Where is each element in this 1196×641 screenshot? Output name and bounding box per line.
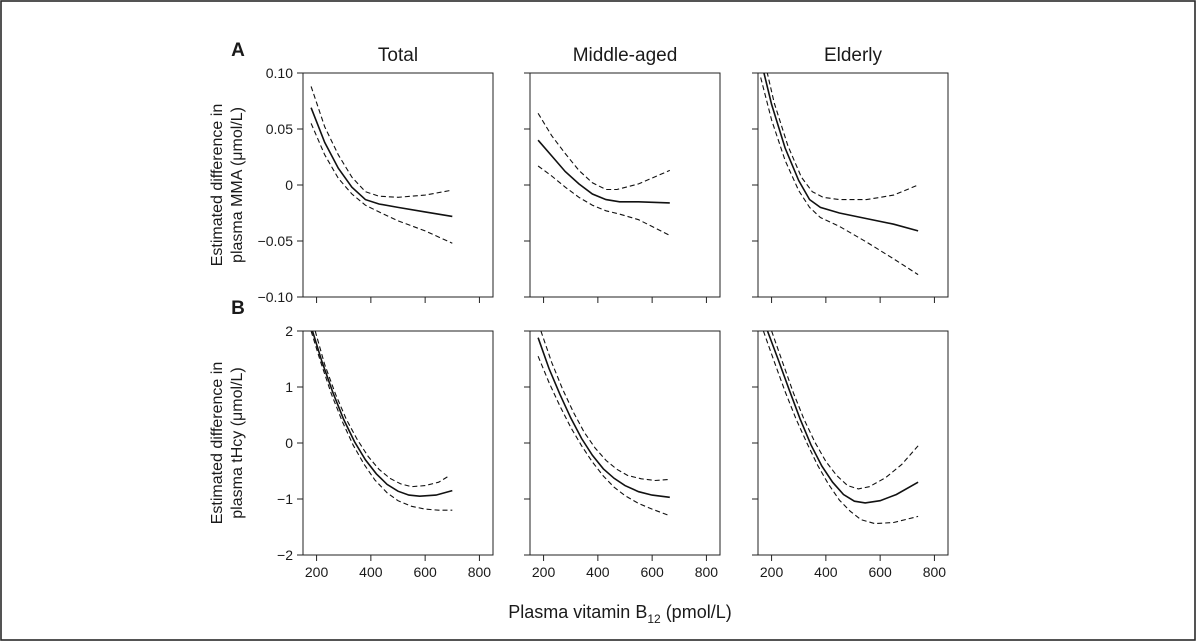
- x-axis-title-unit: (pmol/L): [661, 602, 732, 622]
- panel-curves: [537, 113, 671, 236]
- y-tick-label: 1: [285, 379, 293, 395]
- y-tick-label: −2: [277, 547, 293, 563]
- confidence-bound-curve: [766, 73, 919, 201]
- estimate-curve: [311, 331, 453, 498]
- panel-4: 200 400 600 800 −2 −1 0 1 2 B Estimated difference…: [209, 298, 494, 580]
- panel-frame: [529, 72, 721, 298]
- confidence-bound-curve: [537, 355, 670, 517]
- panel-title: Total: [378, 45, 418, 66]
- panel-curves: [310, 331, 453, 511]
- panel-5: 200 400 600 800: [524, 330, 721, 580]
- confidence-bound-curve: [771, 331, 919, 490]
- y-axis-title-line-1: Estimated difference in: [209, 362, 226, 524]
- y-axis-title-line-2: plasma MMA (μmol/L): [229, 107, 246, 263]
- x-tick-label: 600: [413, 564, 437, 580]
- estimate-curve: [310, 107, 453, 218]
- confidence-bound-curve: [310, 86, 450, 198]
- estimate-curve: [537, 139, 670, 204]
- y-tick-label: 0.10: [266, 65, 293, 81]
- x-tick-label: 800: [695, 564, 719, 580]
- confidence-bound-curve: [540, 331, 670, 482]
- x-tick-label: 800: [468, 564, 492, 580]
- x-tick-label: 600: [640, 564, 664, 580]
- panel-2: Middle-aged: [524, 45, 721, 303]
- panel-frame: [757, 72, 949, 298]
- estimate-curve: [763, 73, 919, 232]
- panel-grid: −0.10 −0.05 0 0.05 0.10 Total A Estimated diffe…: [209, 40, 949, 580]
- y-tick-label: 0: [285, 435, 293, 451]
- x-axis-title: Plasma vitamin B12 (pmol/L): [508, 602, 731, 626]
- x-tick-label: 200: [532, 564, 556, 580]
- confidence-bound-curve: [310, 331, 453, 511]
- x-tick-label: 400: [586, 564, 610, 580]
- y-tick-label: −1: [277, 491, 293, 507]
- panel-letter: A: [231, 40, 245, 61]
- estimate-curve: [766, 331, 919, 504]
- panel-frame: [757, 330, 949, 556]
- panel-title: Middle-aged: [573, 45, 678, 66]
- panel-frame: [302, 72, 494, 298]
- panel-curves: [537, 331, 670, 517]
- panel-frame: [529, 330, 721, 556]
- confidence-bound-curve: [537, 113, 671, 191]
- panel-6: 200 400 600 800: [752, 330, 949, 580]
- x-tick-label: 400: [359, 564, 383, 580]
- x-tick-label: 400: [814, 564, 838, 580]
- x-axis-title-subscript: 12: [647, 612, 661, 626]
- confidence-bound-curve: [760, 77, 919, 276]
- x-tick-label: 200: [760, 564, 784, 580]
- y-tick-label: −0.05: [258, 233, 294, 249]
- panel-title: Elderly: [824, 45, 883, 66]
- panel-letter: B: [231, 298, 245, 319]
- y-tick-label: −0.10: [258, 289, 294, 305]
- confidence-bound-curve: [310, 123, 453, 244]
- y-axis-title-line-2: plasma tHcy (μmol/L): [229, 367, 246, 518]
- estimate-curve: [537, 337, 670, 499]
- panel-1: −0.10 −0.05 0 0.05 0.10 Total A Estimated diffe…: [209, 40, 494, 305]
- panel-frame: [302, 330, 494, 556]
- panel-3: Elderly: [752, 45, 949, 303]
- panel-curves: [762, 331, 919, 525]
- panel-curves: [760, 73, 919, 276]
- y-tick-label: 0: [285, 177, 293, 193]
- confidence-bound-curve: [537, 165, 671, 236]
- x-axis-title-main: Plasma vitamin B: [508, 602, 647, 622]
- y-tick-label: 0.05: [266, 121, 293, 137]
- x-tick-label: 800: [923, 564, 947, 580]
- confidence-bound-curve: [314, 331, 450, 488]
- x-tick-label: 600: [868, 564, 892, 580]
- x-tick-label: 200: [305, 564, 329, 580]
- panel-curves: [310, 86, 453, 244]
- y-tick-label: 2: [285, 323, 293, 339]
- confidence-bound-curve: [762, 331, 919, 525]
- y-axis-title-line-1: Estimated difference in: [209, 104, 226, 266]
